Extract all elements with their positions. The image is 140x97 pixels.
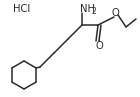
Text: NH: NH bbox=[80, 4, 95, 14]
Text: HCl: HCl bbox=[13, 4, 31, 14]
Text: O: O bbox=[111, 8, 119, 18]
Text: O: O bbox=[95, 41, 103, 51]
Text: 2: 2 bbox=[91, 6, 96, 16]
